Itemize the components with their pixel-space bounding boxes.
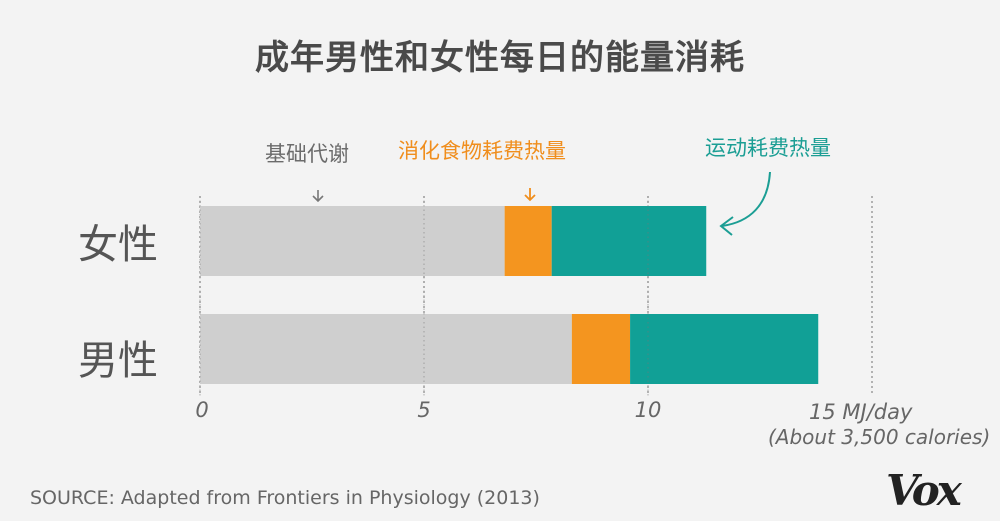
bar-segment-food-female — [504, 206, 552, 276]
annotation-arrows — [312, 171, 771, 236]
x-tick-label: 0 — [195, 398, 209, 422]
vox-logo: Vox — [886, 466, 962, 515]
arrow-down-icon-bmr — [312, 190, 324, 203]
category-label-female: 女性 — [78, 222, 158, 268]
x-tick-label: 5 — [417, 398, 431, 422]
annotation-food-digestion: 消化食物耗费热量 — [398, 139, 566, 163]
bars — [199, 196, 819, 396]
curved-arrow-icon-exercise — [721, 171, 771, 227]
source-note: SOURCE: Adapted from Frontiers in Physio… — [30, 487, 540, 509]
x-tick-label: 10 — [634, 398, 662, 422]
x-axis-note: (About 3,500 calories) — [768, 425, 991, 449]
chart-title: 成年男性和女性每日的能量消耗 — [255, 38, 745, 78]
bar-segment-bmr-female — [200, 206, 505, 276]
arrow-down-icon-food — [524, 188, 536, 202]
bar-segment-exercise-male — [630, 314, 819, 384]
annotation-exercise: 运动耗费热量 — [705, 136, 831, 160]
bar-segment-food-male — [571, 314, 631, 384]
bar-segment-exercise-female — [551, 206, 707, 276]
x-axis-unit-label: 15 MJ/day — [809, 400, 913, 424]
bar-segment-bmr-male — [200, 314, 572, 384]
annotation-bmr: 基础代谢 — [265, 142, 349, 166]
category-label-male: 男性 — [78, 338, 158, 384]
arrowhead-icon-exercise — [719, 216, 734, 236]
